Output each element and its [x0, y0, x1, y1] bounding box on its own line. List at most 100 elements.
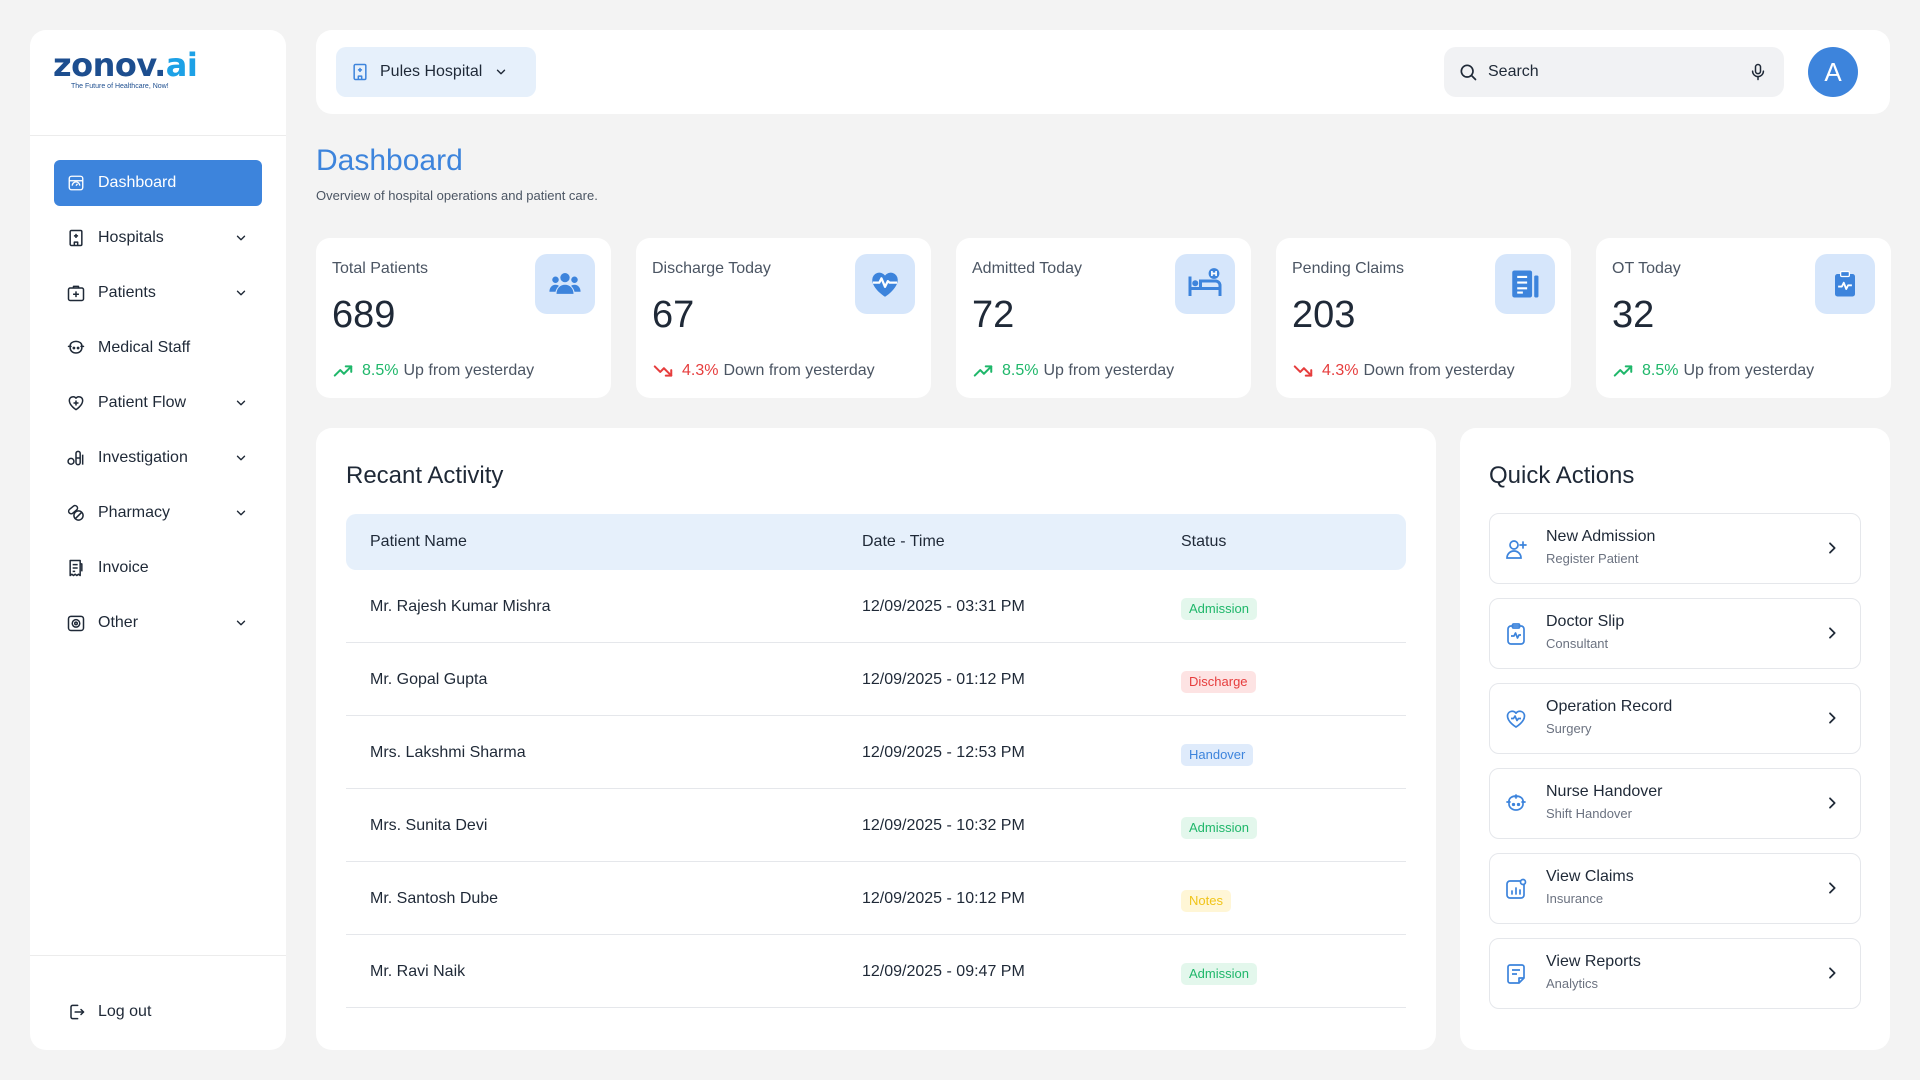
table-row[interactable]: Mrs. Sunita Devi 12/09/2025 - 10:32 PM Adm… — [346, 789, 1406, 862]
chevron-down-icon[interactable] — [234, 451, 248, 465]
sidebar-item-label: Dashboard — [98, 174, 177, 191]
sidebar-item-dashboard[interactable]: Dashboard — [54, 160, 262, 206]
quick-actions-list: New Admission Register Patient Doctor Slip… — [1489, 513, 1861, 1023]
hospital-bed-icon — [1175, 254, 1235, 314]
stat-value: 32 — [1612, 294, 1655, 336]
quick-action-subtitle: Consultant — [1546, 636, 1609, 651]
chevron-right-icon — [1824, 965, 1840, 981]
sidebar-item-pharmacy[interactable]: Pharmacy — [54, 490, 262, 536]
trending-up-icon — [332, 360, 354, 382]
chevron-down-icon[interactable] — [234, 286, 248, 300]
stat-card-ot-today[interactable]: OT Today 32 8.5% Up from yesterday — [1596, 238, 1891, 398]
sidebar-item-patient-flow[interactable]: Patient Flow — [54, 380, 262, 426]
pharmacy-icon — [66, 503, 86, 523]
chart-doc-icon — [1504, 877, 1528, 901]
hospital-icon — [350, 62, 370, 82]
quick-action-title: Nurse Handover — [1546, 783, 1663, 800]
quick-action-subtitle: Surgery — [1546, 721, 1592, 736]
date-time-cell: 12/09/2025 - 12:53 PM — [862, 744, 1025, 761]
quick-actions-title: Quick Actions — [1489, 462, 1635, 489]
quick-action-nurse-handover[interactable]: Nurse Handover Shift Handover — [1489, 768, 1861, 839]
stat-value: 72 — [972, 294, 1015, 336]
date-time-cell: 12/09/2025 - 10:32 PM — [862, 817, 1025, 834]
quick-action-subtitle: Register Patient — [1546, 551, 1639, 566]
sidebar-item-label: Patients — [98, 284, 156, 301]
stat-label: Admitted Today — [972, 260, 1082, 277]
table-row[interactable]: Mrs. Lakshmi Sharma 12/09/2025 - 12:53 PM… — [346, 716, 1406, 789]
stat-label: Pending Claims — [1292, 260, 1405, 277]
sidebar-item-label: Hospitals — [98, 229, 164, 246]
sidebar-item-hospitals[interactable]: Hospitals — [54, 215, 262, 261]
date-time-cell: 12/09/2025 - 03:31 PM — [862, 598, 1025, 615]
page-subtitle: Overview of hospital operations and pati… — [316, 188, 598, 203]
stat-card-admitted-today[interactable]: Admitted Today 72 8.5% Up from yesterday — [956, 238, 1251, 398]
chevron-down-icon[interactable] — [234, 506, 248, 520]
sidebar-item-other[interactable]: Other — [54, 600, 262, 646]
quick-action-new-admission[interactable]: New Admission Register Patient — [1489, 513, 1861, 584]
sidebar-item-investigation[interactable]: Investigation — [54, 435, 262, 481]
patient-flow-icon — [66, 393, 86, 413]
chevron-down-icon[interactable] — [234, 616, 248, 630]
patients-icon — [66, 283, 86, 303]
stat-trend-percent: 8.5% — [362, 362, 399, 379]
quick-action-subtitle: Insurance — [1546, 891, 1604, 906]
status-badge: Discharge — [1181, 671, 1256, 693]
stat-value: 67 — [652, 294, 695, 336]
sidebar-item-medical-staff[interactable]: Medical Staff — [54, 325, 262, 371]
chevron-right-icon — [1824, 540, 1840, 556]
sidebar-item-label: Pharmacy — [98, 504, 171, 521]
clipboard-icon — [1504, 622, 1528, 646]
quick-action-view-reports[interactable]: View Reports Analytics — [1489, 938, 1861, 1009]
stat-trend-percent: 4.3% — [1322, 362, 1359, 379]
sidebar-item-label: Patient Flow — [98, 394, 187, 411]
stat-trend-text: Up from yesterday — [1043, 362, 1175, 379]
sidebar-item-invoice[interactable]: Invoice — [54, 545, 262, 591]
invoice-icon — [66, 558, 86, 578]
other-icon — [66, 613, 86, 633]
stat-trend-percent: 4.3% — [682, 362, 719, 379]
trending-up-icon — [1612, 360, 1634, 382]
quick-action-title: View Claims — [1546, 868, 1634, 885]
quick-action-operation-record[interactable]: Operation Record Surgery — [1489, 683, 1861, 754]
hospital-select[interactable]: Pules Hospital — [336, 47, 536, 97]
trending-down-icon — [1292, 360, 1314, 382]
sidebar-item-label: Invoice — [98, 559, 149, 576]
table-row[interactable]: Mr. Santosh Dube 12/09/2025 - 10:12 PM Not… — [346, 862, 1406, 935]
stat-trend-text: Down from yesterday — [723, 362, 875, 379]
stat-card-total-patients[interactable]: Total Patients 689 8.5% Up from yesterday — [316, 238, 611, 398]
table-row[interactable]: Mr. Gopal Gupta 12/09/2025 - 01:12 PM Disc… — [346, 643, 1406, 716]
report-icon — [1504, 962, 1528, 986]
add-user-icon — [1504, 537, 1528, 561]
avatar[interactable]: A — [1808, 47, 1858, 97]
brand-logo[interactable]: zonov.ai The Future of Healthcare, Now! — [53, 45, 213, 105]
stat-label: OT Today — [1612, 260, 1681, 277]
chevron-down-icon[interactable] — [234, 396, 248, 410]
sidebar-item-label: Medical Staff — [98, 339, 191, 356]
status-badge: Admission — [1181, 963, 1257, 985]
quick-action-doctor-slip[interactable]: Doctor Slip Consultant — [1489, 598, 1861, 669]
stat-trend-text: Up from yesterday — [1683, 362, 1815, 379]
table-row[interactable]: Mr. Ravi Naik 12/09/2025 - 09:47 PM Admiss… — [346, 935, 1406, 1008]
quick-action-title: View Reports — [1546, 953, 1641, 970]
chevron-down-icon[interactable] — [234, 231, 248, 245]
heart-pulse-icon — [855, 254, 915, 314]
stat-card-pending-claims[interactable]: Pending Claims 203 4.3% Down from yesterday — [1276, 238, 1571, 398]
quick-action-view-claims[interactable]: View Claims Insurance — [1489, 853, 1861, 924]
sidebar-item-patients[interactable]: Patients — [54, 270, 262, 316]
quick-action-title: Doctor Slip — [1546, 613, 1625, 630]
stat-trend-percent: 8.5% — [1642, 362, 1679, 379]
stat-card-discharge-today[interactable]: Discharge Today 67 4.3% Down from yesterday — [636, 238, 931, 398]
logout-button[interactable]: Log out — [66, 1002, 151, 1022]
status-badge: Admission — [1181, 598, 1257, 620]
search-input[interactable] — [1488, 63, 1738, 81]
page-title: Dashboard — [316, 144, 463, 177]
status-badge: Notes — [1181, 890, 1231, 912]
date-time-cell: 12/09/2025 - 10:12 PM — [862, 890, 1025, 907]
stat-trend-percent: 8.5% — [1002, 362, 1039, 379]
column-header-date-time: Date - Time — [862, 533, 945, 550]
quick-action-subtitle: Shift Handover — [1546, 806, 1632, 821]
quick-action-subtitle: Analytics — [1546, 976, 1599, 991]
chevron-right-icon — [1824, 710, 1840, 726]
table-row[interactable]: Mr. Rajesh Kumar Mishra 12/09/2025 - 03:3… — [346, 570, 1406, 643]
microphone-icon[interactable] — [1748, 62, 1768, 82]
